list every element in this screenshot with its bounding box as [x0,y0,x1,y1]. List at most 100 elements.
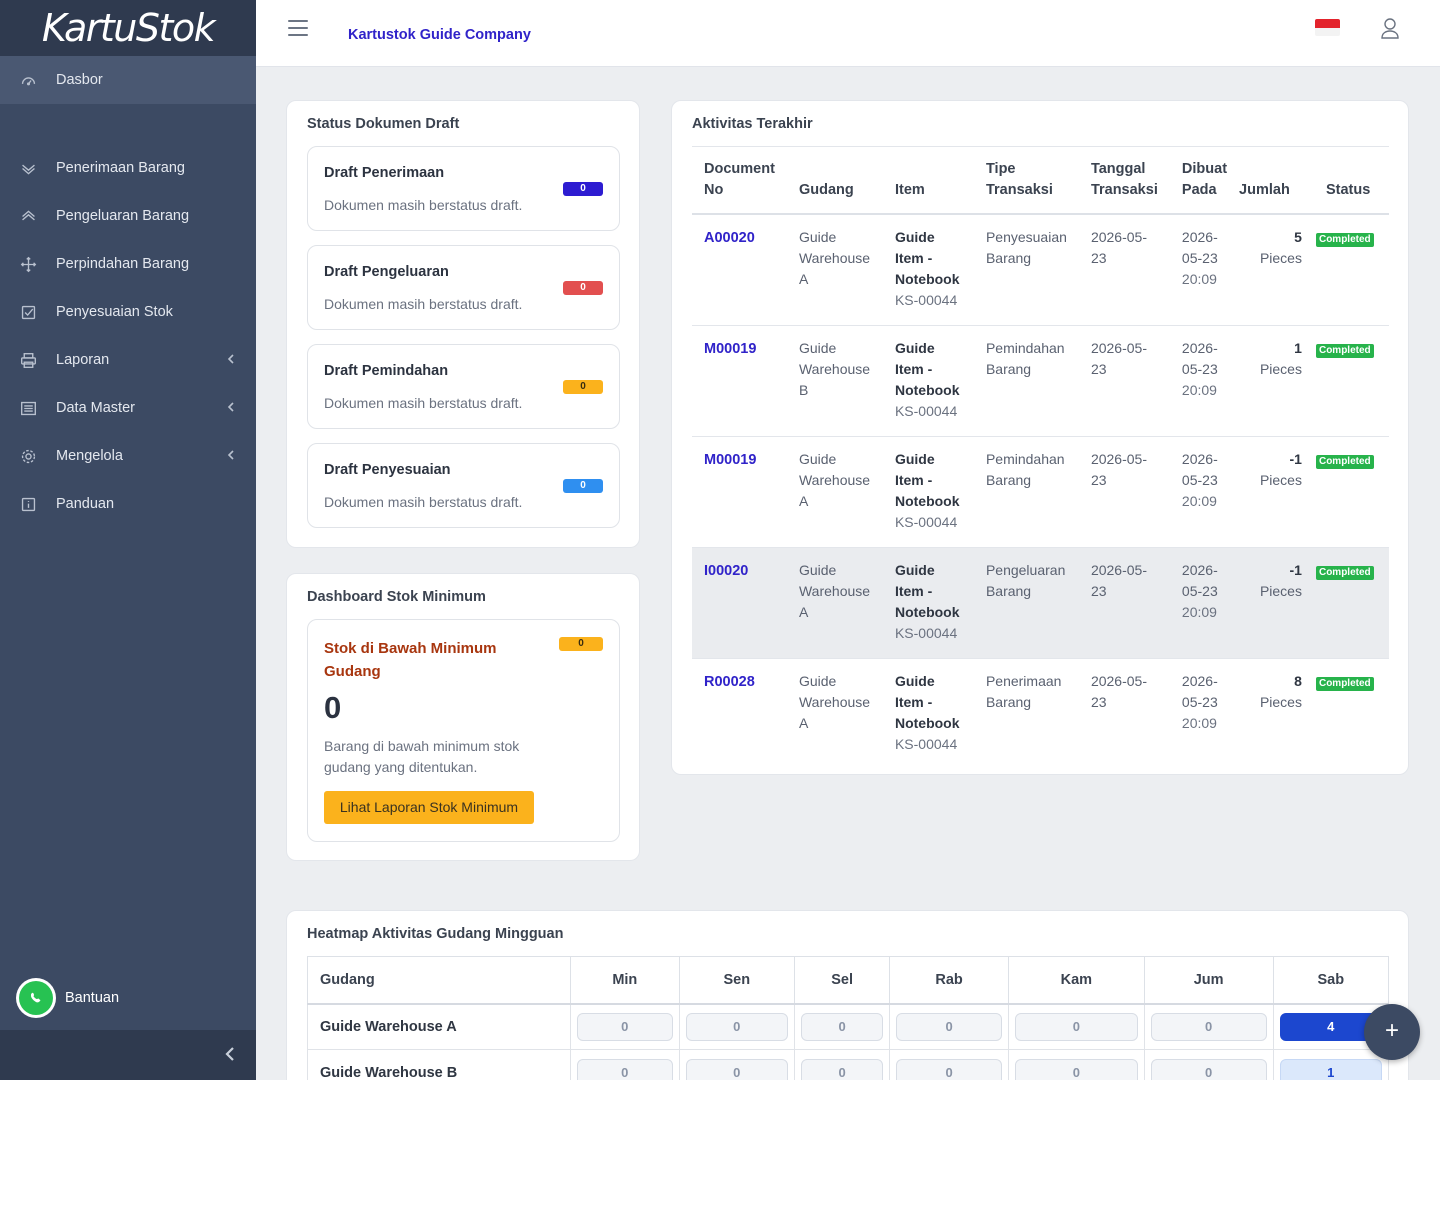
heatmap-table: Gudang Min Sen Sel Rab Kam Jum Sab Guide… [307,956,1390,1080]
table-header-row: Document No Gudang Item Tipe Transaksi T… [692,146,1389,215]
draft-pengeluaran-box[interactable]: Draft Pengeluaran Dokumen masih berstatu… [307,245,620,330]
collapse-sidebar-icon[interactable] [224,1046,238,1064]
add-fab-button[interactable]: + [1364,1004,1420,1060]
col-day: Kam [1007,956,1145,1005]
list-icon [18,398,38,418]
document-link[interactable]: I00020 [704,563,749,579]
col-jumlah[interactable]: Jumlah [1239,146,1314,215]
activity-table: Document No Gudang Item Tipe Transaksi T… [692,146,1389,769]
tanggal-cell: 2026-05-23 [1078,325,1170,437]
heatmap-cell[interactable]: 1 [1279,1058,1382,1080]
table-row[interactable]: M00019 Guide Warehouse A Guide Item - No… [692,436,1389,548]
col-tanggal-transaksi[interactable]: Tanggal Transaksi [1078,146,1170,215]
company-name[interactable]: Kartustok Guide Company [348,27,531,43]
document-link[interactable]: R00028 [704,674,755,690]
chevron-down-double-icon [18,158,38,178]
draft-desc: Dokumen masih berstatus draft. [324,296,523,312]
sidebar-item-pengeluaran-barang[interactable]: Pengeluaran Barang [0,192,256,240]
heatmap-cell[interactable]: 0 [685,1012,788,1041]
col-item[interactable]: Item [882,146,974,215]
sidebar-item-dasbor[interactable]: Dasbor [0,56,256,104]
col-day: Sel [793,956,891,1005]
heatmap-cell[interactable]: 0 [1150,1012,1267,1041]
sidebar-item-label: Panduan [56,496,115,512]
draft-penerimaan-box[interactable]: Draft Penerimaan Dokumen masih berstatus… [307,146,620,231]
heatmap-cell[interactable]: 0 [577,1058,673,1080]
sidebar: KartuStok Dasbor Penerimaan Barang Penge… [0,0,256,1080]
col-gudang[interactable]: Gudang [786,146,883,215]
heatmap-cell[interactable]: 0 [896,1058,1002,1080]
table-row[interactable]: R00028 Guide Warehouse A Guide Item - No… [692,659,1389,770]
heatmap-cell[interactable]: 0 [1014,1058,1138,1080]
sidebar-item-penerimaan-barang[interactable]: Penerimaan Barang [0,144,256,192]
heatmap-cell[interactable]: 0 [577,1012,673,1041]
draft-pemindahan-box[interactable]: Draft Pemindahan Dokumen masih berstatus… [307,344,620,429]
sidebar-item-penyesuaian-stok[interactable]: Penyesuaian Stok [0,288,256,336]
heatmap-cell[interactable]: 0 [1014,1012,1138,1041]
speedometer-icon [18,70,38,90]
sidebar-item-panduan[interactable]: Panduan [0,480,256,528]
sidebar-item-data-master[interactable]: Data Master [0,384,256,432]
help-link[interactable]: Bantuan [16,978,119,1018]
sidebar-item-laporan[interactable]: Laporan [0,336,256,384]
gudang-cell: Guide Warehouse A [786,436,883,548]
view-min-stock-report-button[interactable]: Lihat Laporan Stok Minimum [324,791,534,824]
sidebar-item-label: Pengeluaran Barang [56,208,190,224]
stok-minimum-box: Stok di Bawah Minimum Gudang 0 0 Barang … [307,619,620,842]
topbar: Kartustok Guide Company [256,0,1440,67]
sidebar-item-perpindahan-barang[interactable]: Perpindahan Barang [0,240,256,288]
table-row[interactable]: I00020 Guide Warehouse A Guide Item - No… [692,547,1389,659]
heatmap-cell[interactable]: 0 [896,1012,1002,1041]
draft-penyesuaian-box[interactable]: Draft Penyesuaian Dokumen masih berstatu… [307,443,620,528]
sidebar-item-label: Penerimaan Barang [56,160,185,176]
card-title: Dashboard Stok Minimum [307,589,486,605]
user-icon[interactable] [1380,17,1400,39]
item-code: KS-00044 [894,403,958,419]
sidebar-item-label: Laporan [56,352,110,368]
help-label: Bantuan [65,990,120,1006]
gear-icon [18,446,38,466]
document-link[interactable]: A00020 [704,230,755,246]
table-row[interactable]: A00020 Guide Warehouse A Guide Item - No… [692,214,1389,326]
qty-value: -1 [1289,562,1302,578]
brand-logo[interactable]: KartuStok [0,0,256,56]
draft-desc: Dokumen masih berstatus draft. [324,197,523,213]
status-badge: Completed [1315,233,1374,247]
col-document-no[interactable]: Document No [692,146,787,215]
qty-unit: Pieces [1259,472,1302,488]
dibuat-date: 2026-05-23 [1181,673,1218,710]
col-tipe-transaksi[interactable]: Tipe Transaksi [973,146,1079,215]
heatmap-cell[interactable]: 0 [685,1058,788,1080]
qty-value: 1 [1294,340,1302,356]
item-name: Guide Item - Notebook [894,229,960,287]
heatmap-cell[interactable]: 0 [800,1012,884,1041]
dibuat-date: 2026-05-23 [1181,451,1218,488]
col-gudang: Gudang [307,956,571,1005]
count-badge: 0 [563,182,603,196]
dibuat-date: 2026-05-23 [1181,229,1218,266]
draft-title: Draft Pemindahan [324,363,449,379]
col-status[interactable]: Status [1313,146,1389,215]
menu-toggle-icon[interactable] [288,20,308,36]
checkbox-icon [18,302,38,322]
item-name: Guide Item - Notebook [894,673,960,731]
stok-desc: Barang di bawah minimum stok gudang yang… [324,738,520,775]
chevron-left-icon [226,449,240,463]
chevron-left-icon [226,401,240,415]
tanggal-cell: 2026-05-23 [1078,214,1170,326]
sidebar-item-mengelola[interactable]: Mengelola [0,432,256,480]
document-link[interactable]: M00019 [704,341,757,357]
item-name: Guide Item - Notebook [894,340,960,398]
qty-value: 8 [1294,673,1302,689]
heatmap-cell[interactable]: 0 [1150,1058,1267,1080]
qty-unit: Pieces [1259,250,1302,266]
heatmap-card: Heatmap Aktivitas Gudang Mingguan Gudang… [286,910,1409,1080]
heatmap-cell[interactable]: 0 [800,1058,884,1080]
document-link[interactable]: M00019 [704,452,757,468]
heatmap-row: Guide Warehouse B 0 0 0 0 0 0 1 [307,1049,1390,1080]
col-dibuat-pada[interactable]: Dibuat Pada [1169,146,1240,215]
language-flag-icon[interactable] [1315,19,1340,36]
sidebar-item-label: Mengelola [56,448,123,464]
table-row[interactable]: M00019 Guide Warehouse B Guide Item - No… [692,325,1389,437]
stok-box-title: Stok di Bawah Minimum Gudang [324,640,497,680]
